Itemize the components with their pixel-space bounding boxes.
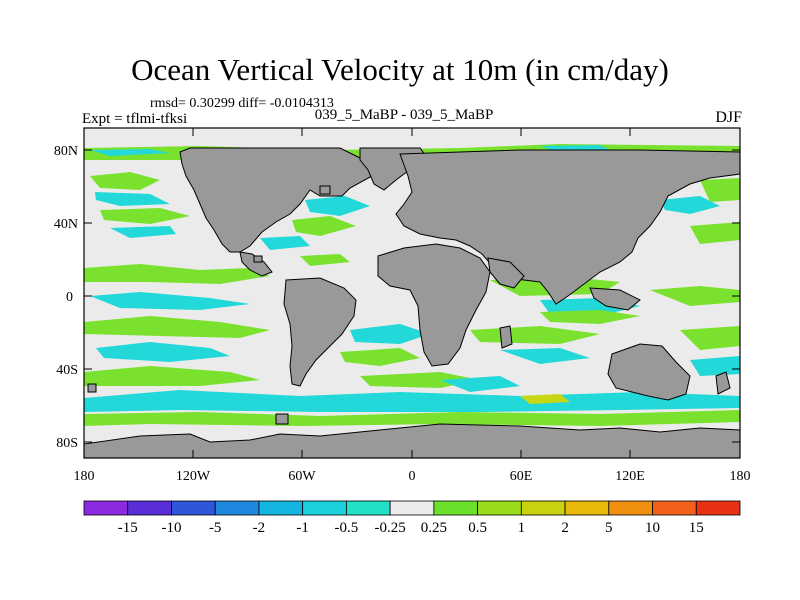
colorbar-label: -10 — [161, 520, 181, 536]
contour-cyan-sio — [500, 348, 590, 364]
lat-tick-labels: 80N 40N 0 40S 80S — [54, 144, 78, 451]
colorbar-swatch — [83, 500, 129, 516]
colorbar-swatch — [214, 500, 260, 516]
land-island-3 — [319, 185, 331, 195]
colorbar-swatch — [477, 500, 522, 516]
colorbar-label: -5 — [209, 520, 222, 536]
colorbar-label: -0.5 — [335, 520, 359, 536]
colorbar-label: 1 — [518, 520, 526, 536]
colorbar-swatch — [564, 500, 610, 516]
stats-line: rmsd= 0.30299 diff= -0.0104313 — [150, 96, 334, 111]
contour-cyan-so-2 — [440, 376, 520, 392]
lon-axis — [83, 128, 741, 458]
colorbar-swatch — [608, 500, 653, 516]
colorbar-swatch — [433, 500, 478, 516]
contour-green-eq-pac — [84, 264, 270, 284]
lon-tick-label: 60E — [510, 469, 533, 484]
colorbar-label: -15 — [118, 520, 138, 536]
land-eurasia — [395, 149, 741, 305]
lon-tick-label: 180 — [730, 469, 751, 484]
contour-green-natl — [292, 216, 356, 236]
subtitle: 039_5_MaBP - 039_5_MaBP — [314, 107, 494, 123]
contour-cyan-tasman — [690, 356, 740, 376]
contour-cyan-nepac — [660, 196, 720, 214]
lat-axis — [84, 149, 740, 443]
lon-tick-label: 60W — [288, 469, 316, 484]
contour-cyan-npac-2 — [110, 226, 176, 238]
land-africa — [377, 243, 491, 367]
colorbar-swatch — [520, 500, 566, 516]
lon-tick-labels: 180 120W 60W 0 60E 120E 180 — [74, 469, 751, 484]
plot-title: Ocean Vertical Velocity at 10m (in cm/da… — [131, 52, 669, 87]
colorbar-label: 2 — [561, 520, 569, 536]
colorbar-swatch — [171, 500, 216, 516]
colorbar-swatch — [695, 500, 741, 516]
colorbar — [83, 500, 741, 516]
contour-cyan-arctic — [90, 149, 170, 156]
lat-tick-label: 80N — [54, 144, 78, 159]
land-island-4 — [253, 255, 263, 263]
contour-yellow-so — [520, 394, 570, 404]
colorbar-label: 0.25 — [421, 520, 447, 536]
land-masses — [83, 147, 741, 459]
land-new-zealand — [715, 371, 731, 395]
land-arabia — [487, 257, 525, 289]
lat-tick-label: 40N — [54, 217, 78, 232]
contour-green-spac-2 — [84, 366, 260, 386]
colorbar-swatch — [652, 500, 697, 516]
colorbar-swatch — [302, 500, 347, 516]
land-south-america — [283, 277, 357, 387]
contour-cyan-spac-1 — [96, 342, 230, 362]
contour-cyan-natl — [305, 196, 370, 216]
contour-cyan-satl — [350, 324, 430, 344]
colorbar-labels: -15 -10 -5 -2 -1 -0.5 -0.25 0.25 0.5 1 2 5 10 15 — [118, 520, 704, 536]
contour-green-spac-1 — [84, 316, 270, 338]
land-australia — [607, 343, 691, 401]
contour-green-natl-2 — [300, 254, 350, 266]
colorbar-label: -2 — [253, 520, 266, 536]
lat-tick-label: 40S — [56, 363, 78, 378]
colorbar-label: 5 — [605, 520, 613, 536]
contour-green-tasman — [680, 326, 740, 350]
contour-green-nepac — [700, 178, 740, 202]
contour-green-sio-2 — [540, 310, 640, 324]
land-maritime — [589, 287, 641, 311]
land-island-1 — [87, 383, 97, 393]
lon-tick-label: 0 — [409, 469, 416, 484]
lat-tick-label: 80S — [56, 436, 78, 451]
colorbar-label: 0.5 — [468, 520, 487, 536]
contour-green-nepac-2 — [690, 222, 740, 244]
contour-cyan-npac — [95, 192, 170, 206]
contour-cyan-so-1 — [84, 390, 740, 412]
colorbar-swatch — [127, 500, 172, 516]
land-island-2 — [275, 413, 289, 425]
contour-cyan-natl-2 — [260, 236, 310, 250]
land-central-america — [239, 251, 273, 277]
colorbar-label: -1 — [296, 520, 309, 536]
colorbar-swatch — [258, 500, 304, 516]
land-madagascar — [499, 325, 513, 349]
contour-green-npac — [90, 172, 160, 190]
contour-green-satl — [340, 348, 420, 366]
colorbar-label: -0.25 — [375, 520, 406, 536]
colorbar-label: 15 — [689, 520, 704, 536]
lat-tick-label: 0 — [66, 290, 73, 305]
contour-cyan-eq-pac — [90, 292, 250, 310]
contour-green-eq-wpac — [650, 286, 740, 306]
colorbar-label: 10 — [645, 520, 660, 536]
colorbar-swatch — [389, 500, 435, 516]
lon-tick-label: 180 — [74, 469, 95, 484]
lon-tick-label: 120E — [615, 469, 645, 484]
experiment-label: Expt = tflmi-tfksi — [82, 111, 188, 127]
lon-tick-label: 120W — [176, 469, 211, 484]
colorbar-swatch — [345, 500, 391, 516]
season-label: DJF — [715, 109, 742, 126]
contour-green-so-1 — [84, 410, 740, 426]
contour-green-npac-2 — [100, 208, 190, 224]
